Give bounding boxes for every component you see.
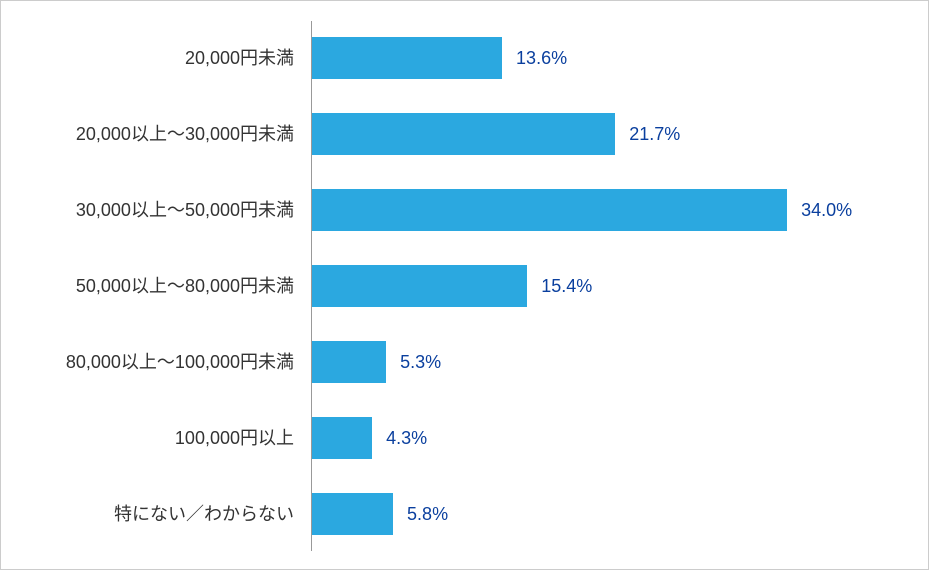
value-label: 15.4%: [541, 276, 592, 297]
bar: [312, 493, 393, 535]
value-label: 4.3%: [386, 428, 427, 449]
category-label: 30,000以上～50,000円未満: [76, 189, 294, 231]
bar-row: 特にない／わからない5.8%: [312, 493, 871, 535]
category-label: 80,000以上～100,000円未満: [66, 341, 294, 383]
category-label: 100,000円以上: [175, 417, 294, 459]
bar-row: 30,000以上～50,000円未満34.0%: [312, 189, 871, 231]
bar-row: 20,000円未満13.6%: [312, 37, 871, 79]
bar: [312, 265, 527, 307]
bar: [312, 417, 372, 459]
bar: [312, 341, 386, 383]
value-label: 5.3%: [400, 352, 441, 373]
bar: [312, 37, 502, 79]
bar-row: 50,000以上～80,000円未満15.4%: [312, 265, 871, 307]
category-label: 50,000以上～80,000円未満: [76, 265, 294, 307]
price-range-chart: 20,000円未満13.6%20,000以上～30,000円未満21.7%30,…: [0, 0, 929, 570]
bar-row: 100,000円以上4.3%: [312, 417, 871, 459]
bar: [312, 113, 615, 155]
value-label: 5.8%: [407, 504, 448, 525]
bar: [312, 189, 787, 231]
value-label: 34.0%: [801, 200, 852, 221]
category-label: 20,000円未満: [185, 37, 294, 79]
plot-area: 20,000円未満13.6% 20,000以上～30,000円未満21.7% 30,…: [311, 21, 871, 551]
category-label: 特にない／わからない: [114, 493, 294, 535]
value-label: 21.7%: [629, 124, 680, 145]
category-label: 20,000以上～30,000円未満: [76, 113, 294, 155]
bar-row: 80,000以上～100,000円未満5.3%: [312, 341, 871, 383]
value-label: 13.6%: [516, 48, 567, 69]
bar-row: 20,000以上～30,000円未満21.7%: [312, 113, 871, 155]
